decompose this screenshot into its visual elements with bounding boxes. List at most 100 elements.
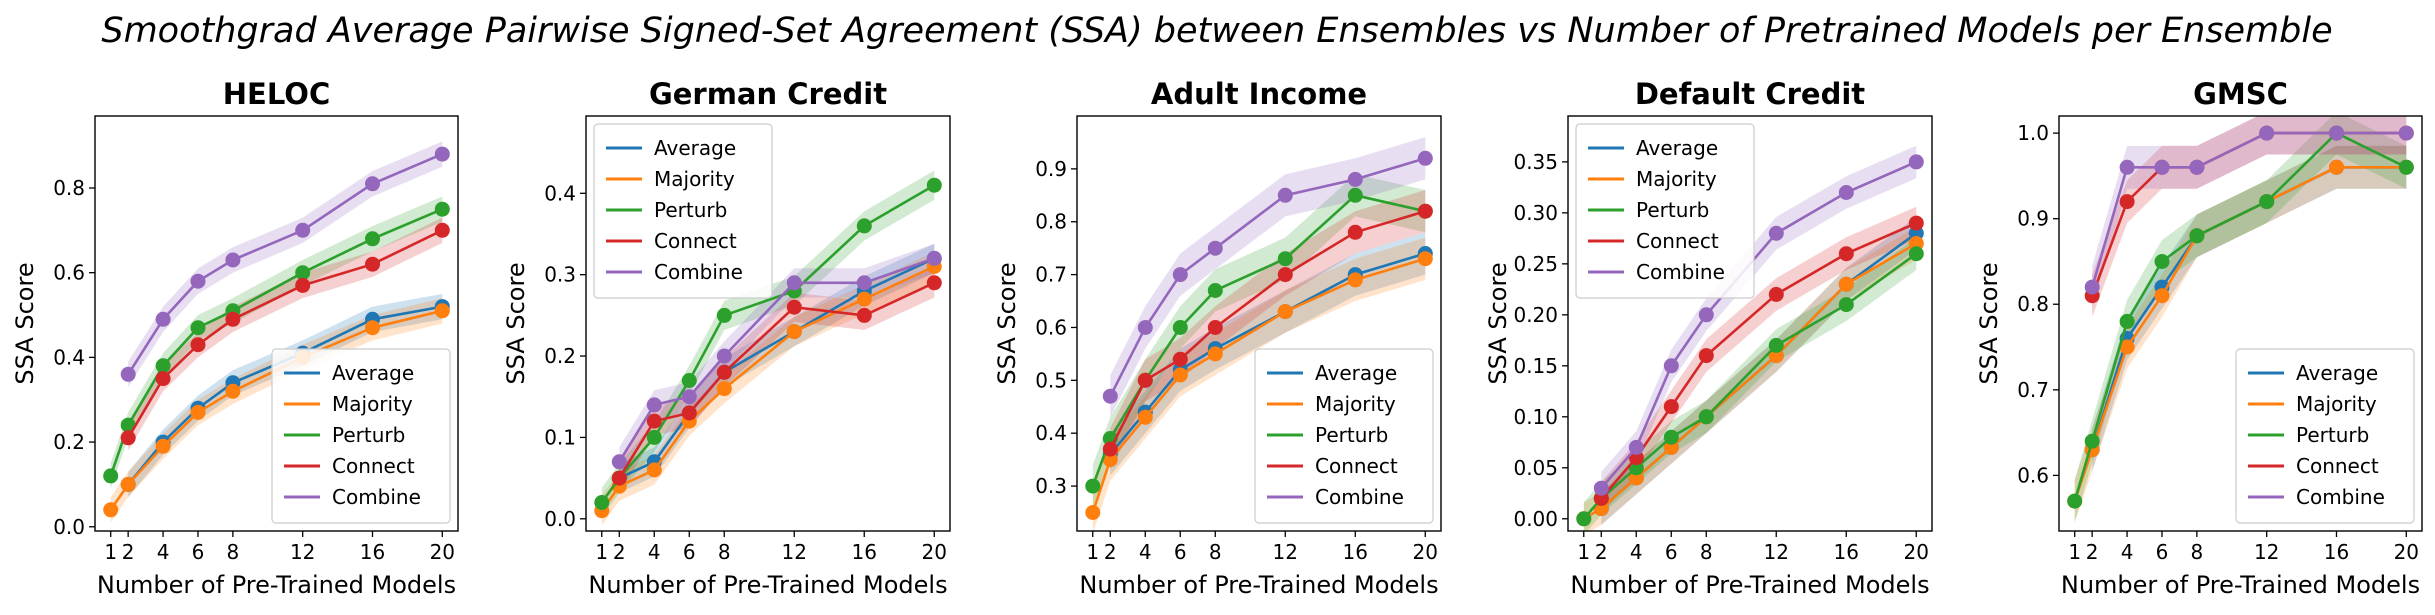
point-connect bbox=[1347, 224, 1363, 240]
point-perturb bbox=[1347, 187, 1363, 203]
legend-label-combine: Combine bbox=[1315, 485, 1404, 509]
y-tick-label: 0.0 bbox=[53, 515, 85, 539]
point-connect bbox=[295, 277, 311, 293]
x-tick-label: 1 bbox=[104, 540, 117, 564]
x-tick-label: 16 bbox=[1834, 540, 1859, 564]
point-perturb bbox=[681, 373, 697, 388]
series-line-perturb bbox=[600, 184, 935, 504]
legend-label-perturb: Perturb bbox=[332, 423, 405, 447]
point-combine bbox=[1908, 154, 1924, 170]
point-perturb bbox=[1663, 429, 1679, 445]
point-connect bbox=[225, 311, 241, 327]
y-tick-label: 0.8 bbox=[1035, 210, 1067, 234]
plot-area-gmsc bbox=[2067, 116, 2414, 523]
x-tick-label: 20 bbox=[430, 540, 455, 564]
x-tick-label: 4 bbox=[1139, 540, 1152, 564]
point-combine bbox=[2084, 279, 2100, 295]
x-tick-label: 6 bbox=[192, 540, 205, 564]
band-perturb bbox=[1583, 237, 1917, 531]
y-axis-label: SSA Score bbox=[1484, 262, 1512, 384]
x-tick-label: 1 bbox=[1086, 540, 1099, 564]
point-perturb bbox=[2398, 159, 2414, 175]
point-connect bbox=[190, 337, 206, 353]
y-axis-label: SSA Score bbox=[993, 262, 1021, 384]
y-tick-label: 0.1 bbox=[544, 425, 576, 449]
point-combine bbox=[1102, 388, 1118, 404]
axes-frame bbox=[1567, 115, 1933, 532]
point-connect bbox=[1908, 215, 1924, 231]
legend-label-connect: Connect bbox=[654, 229, 737, 253]
point-connect bbox=[1277, 267, 1293, 283]
y-tick-label: 0.7 bbox=[2017, 378, 2049, 402]
point-combine bbox=[2154, 159, 2170, 175]
point-combine bbox=[1628, 439, 1644, 455]
legend-frame bbox=[1575, 123, 1755, 299]
legend-frame bbox=[593, 123, 773, 299]
point-perturb bbox=[594, 495, 610, 510]
point-combine bbox=[611, 454, 627, 470]
legend-label-combine: Combine bbox=[332, 485, 421, 509]
point-connect bbox=[1207, 320, 1223, 335]
point-majority bbox=[1085, 505, 1101, 520]
band-average bbox=[619, 243, 935, 493]
legend-frame bbox=[2235, 348, 2415, 524]
x-tick-label: 12 bbox=[782, 540, 807, 564]
point-perturb bbox=[120, 417, 136, 433]
y-tick-label: 0.0 bbox=[544, 507, 576, 531]
x-axis-label: Number of Pre-Trained Models bbox=[97, 571, 456, 599]
plot-area-default-credit bbox=[1576, 145, 1924, 531]
point-combine bbox=[716, 348, 732, 364]
legend-label-average: Average bbox=[332, 361, 414, 385]
y-tick-label: 0.3 bbox=[544, 263, 576, 287]
x-tick-label: 1 bbox=[2068, 540, 2081, 564]
point-combine bbox=[120, 366, 136, 382]
point-majority bbox=[786, 324, 802, 340]
legend-label-combine: Combine bbox=[1636, 260, 1725, 284]
x-tick-label: 1 bbox=[595, 540, 608, 564]
point-combine bbox=[190, 273, 206, 289]
point-connect bbox=[1137, 372, 1153, 388]
panel-german-credit: German Credit SSA Score Number of Pre-Trai… bbox=[502, 77, 951, 599]
x-tick-label: 16 bbox=[1343, 540, 1368, 564]
band-combine bbox=[1601, 145, 1917, 505]
panel-title-default-credit: Default Credit bbox=[1635, 77, 1865, 111]
point-combine bbox=[2329, 125, 2344, 141]
panel-title-heloc: HELOC bbox=[223, 77, 330, 111]
point-combine bbox=[1838, 185, 1854, 200]
panel-title-german-credit: German Credit bbox=[649, 77, 887, 111]
y-tick-label: 0.25 bbox=[1513, 252, 1558, 276]
point-majority bbox=[225, 383, 241, 399]
point-majority bbox=[1838, 276, 1854, 292]
point-connect bbox=[856, 307, 872, 323]
point-perturb bbox=[1207, 283, 1223, 298]
legend-label-majority: Majority bbox=[1636, 167, 1717, 191]
point-connect bbox=[926, 275, 942, 291]
point-perturb bbox=[1277, 251, 1293, 267]
point-majority bbox=[1102, 452, 1118, 468]
x-tick-label: 12 bbox=[2254, 540, 2279, 564]
point-perturb bbox=[365, 231, 380, 247]
x-tick-label: 6 bbox=[683, 540, 696, 564]
panel-heloc: HELOC SSA Score Number of Pre-Trained Mode… bbox=[11, 77, 459, 599]
point-connect bbox=[646, 413, 662, 429]
series-line-perturb bbox=[1091, 193, 1426, 487]
band-perturb bbox=[110, 196, 443, 489]
series-line-majority bbox=[2073, 166, 2407, 502]
panel-title-adult-income: Adult Income bbox=[1151, 77, 1367, 111]
point-connect bbox=[155, 371, 171, 387]
point-combine bbox=[1207, 240, 1223, 256]
x-tick-label: 8 bbox=[718, 540, 731, 564]
axes-frame bbox=[94, 115, 459, 532]
point-combine bbox=[2259, 125, 2275, 141]
y-tick-label: 0.4 bbox=[53, 345, 85, 369]
series-line-majority bbox=[1583, 242, 1917, 520]
point-perturb bbox=[1085, 478, 1101, 494]
point-majority bbox=[103, 502, 119, 518]
y-tick-label: 0.6 bbox=[1035, 315, 1067, 339]
point-combine bbox=[365, 176, 380, 192]
point-connect bbox=[716, 364, 732, 380]
x-tick-label: 2 bbox=[122, 540, 135, 564]
point-connect bbox=[434, 222, 450, 238]
axes-frame bbox=[2058, 115, 2423, 532]
